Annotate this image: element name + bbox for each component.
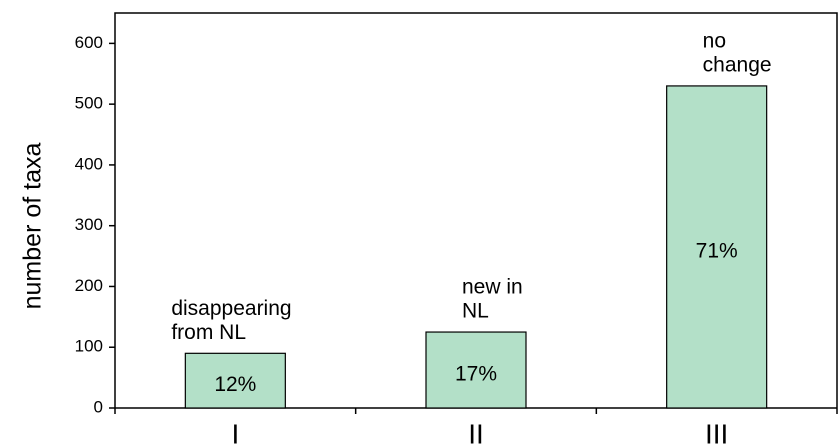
bar-note: no <box>703 29 726 52</box>
bar-note: NL <box>462 300 489 323</box>
bar <box>425 331 527 409</box>
bar-share-label: 12% <box>214 373 256 396</box>
bar-note: change <box>703 53 772 76</box>
bar-share-label: 71% <box>696 240 738 263</box>
y-tick-label: 500 <box>75 94 103 113</box>
x-tick-label: I <box>231 418 239 444</box>
bar-share-label: 17% <box>455 363 497 386</box>
bar-note: new in <box>462 276 523 299</box>
y-tick-label: 400 <box>75 154 103 173</box>
x-tick-label: II <box>468 418 484 444</box>
bar <box>184 352 286 409</box>
y-tick-label: 300 <box>75 215 103 234</box>
y-tick-label: 0 <box>94 397 103 416</box>
plot-frame <box>114 12 838 408</box>
y-tick-label: 200 <box>75 276 103 295</box>
x-tick-label: III <box>705 418 728 444</box>
bar-note: disappearing <box>171 297 291 320</box>
y-tick-label: 100 <box>75 337 103 356</box>
y-axis-title: number of taxa <box>19 143 47 310</box>
bar <box>666 85 768 409</box>
y-tick-label: 600 <box>75 33 103 52</box>
bar-note: from NL <box>171 321 246 344</box>
